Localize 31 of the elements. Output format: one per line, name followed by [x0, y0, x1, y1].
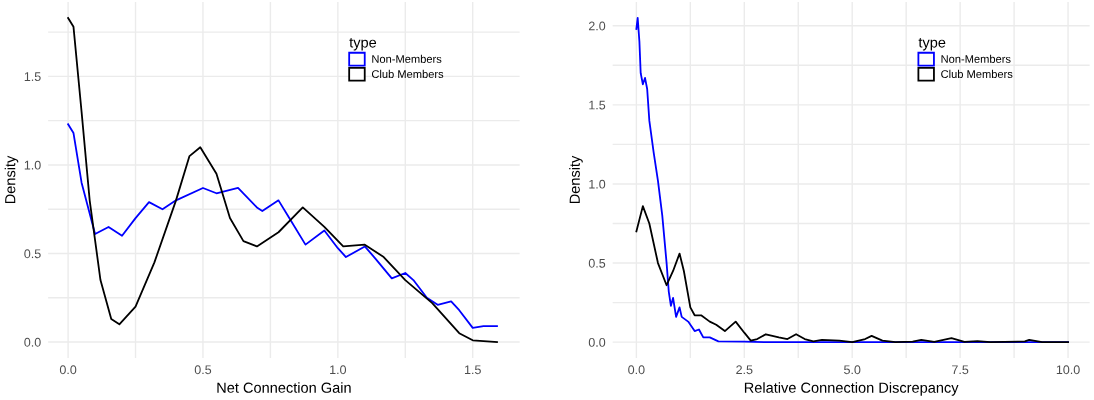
line-series — [635, 205, 1069, 344]
y-tick-label: 0.0 — [24, 337, 41, 347]
y-tick-label: 0.5 — [24, 249, 41, 259]
legend-label: Non-Members — [372, 54, 442, 63]
y-tick-label: 0.0 — [588, 337, 606, 347]
legend-title: type — [918, 38, 946, 51]
x-tick-label: 2.5 — [736, 365, 753, 375]
x-tick-label: 0.5 — [194, 365, 212, 375]
x-axis-title: Net Connection Gain — [217, 382, 351, 393]
line-series — [67, 123, 498, 329]
x-axis-title: Relative Connection Discrepancy — [744, 382, 959, 396]
y-axis-title: Density — [569, 155, 583, 204]
y-tick-label: 0.5 — [588, 258, 606, 268]
x-tick-label: 10.0 — [1056, 365, 1080, 375]
x-tick-label: 7.5 — [952, 365, 969, 375]
legend-title: type — [349, 38, 377, 51]
y-tick-label: 1.0 — [589, 179, 606, 189]
x-tick-label: 1.0 — [330, 365, 347, 375]
y-tick-label: 1.5 — [24, 72, 41, 82]
x-tick-label: 1.5 — [464, 365, 481, 375]
legend-label: Club Members — [941, 69, 1013, 79]
x-tick-label: 0.0 — [59, 365, 77, 375]
line-series — [67, 17, 498, 343]
x-tick-label: 5.0 — [844, 365, 861, 375]
y-axis-title: Density — [4, 155, 19, 204]
legend-label: Non-Members — [941, 54, 1011, 63]
y-tick-label: 1.0 — [24, 160, 41, 170]
legend-label: Club Members — [371, 69, 444, 79]
y-tick-label: 1.5 — [589, 100, 606, 110]
x-tick-label: 0.0 — [628, 365, 645, 375]
y-tick-label: 2.0 — [588, 21, 606, 31]
